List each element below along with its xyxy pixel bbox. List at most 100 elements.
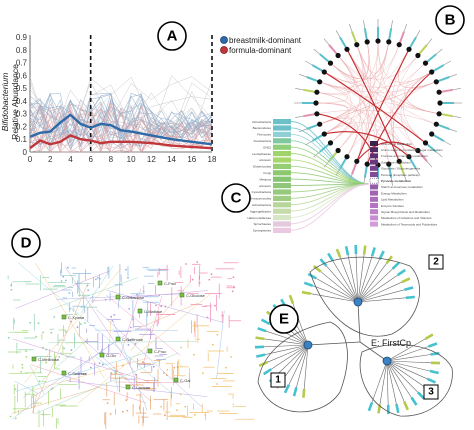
- pathway-edge: [112, 321, 148, 411]
- leaf-label-marker: [405, 295, 415, 300]
- panel-a-tick-labels: 0 0.1 0.2 0.3 0.4 0.5 0.6 0.7 0.8 0.9 0 2 4 6 8 10 12 14 1…: [16, 33, 217, 164]
- metabolite-node: [142, 290, 145, 293]
- metabolite-node: [69, 308, 71, 310]
- metabolite-node: [109, 413, 112, 415]
- x-tick-label: 10: [127, 155, 136, 164]
- panel-d-carbon-source-labels: C-Fruc C-Galactose C-Maltose C-Glucose C-Xyl…: [31, 280, 206, 390]
- taxon-label: Bacteroidetes: [253, 126, 272, 130]
- taxon-label: GN02: [263, 145, 271, 149]
- carbon-source-label: C-Gal: [180, 378, 191, 383]
- leaf-label-marker: [256, 353, 266, 358]
- pathway-bar: [370, 215, 378, 221]
- tree-branch: [310, 293, 359, 303]
- tree-branch: [355, 253, 359, 303]
- leaf-label-marker: [424, 333, 434, 341]
- node-label-stub: [426, 38, 433, 46]
- pathway-edge: [78, 293, 212, 404]
- pathway-edge: [119, 288, 142, 358]
- metabolite-node: [128, 307, 131, 310]
- metabolite-node: [7, 336, 10, 339]
- carbon-source-label: C-Glucose: [186, 293, 206, 298]
- pathway-edge: [106, 294, 181, 356]
- network-node: [422, 140, 429, 146]
- tree-branch: [357, 256, 373, 303]
- tree-branch: [332, 260, 359, 303]
- network-node: [313, 100, 319, 106]
- tree-branch: [386, 354, 431, 362]
- metabolite-node: [45, 361, 48, 364]
- metabolite-node: [221, 314, 224, 317]
- metabolite-node: [98, 362, 101, 365]
- cluster-outline-3: [359, 344, 453, 417]
- y-tick-label: 0: [23, 148, 28, 157]
- tree-branch: [379, 360, 388, 405]
- panel-d-network: [7, 261, 255, 429]
- metabolite-node: [164, 414, 166, 417]
- metabolite-node: [180, 365, 182, 368]
- metabolite-node: [37, 322, 40, 324]
- taxon-bar: [273, 202, 291, 208]
- pathway-label: Glycan Biosynthesis and Metabolism: [381, 210, 431, 214]
- tree-branch: [357, 281, 402, 303]
- metabolite-node: [29, 321, 32, 324]
- tree-branch: [326, 265, 359, 303]
- pathway-bar: [369, 177, 379, 184]
- legend-breastmilk-marker: [220, 36, 228, 44]
- carbon-source-node: [125, 384, 131, 390]
- metabolite-node: [232, 285, 235, 288]
- taxon-bar: [273, 208, 291, 214]
- network-chord: [315, 102, 410, 157]
- network-node: [396, 158, 402, 164]
- metabolite-node: [50, 331, 53, 334]
- carbon-source-label: C-Sucrose: [68, 371, 88, 376]
- tree-branch: [357, 268, 393, 303]
- y-tick-label: 0.8: [16, 46, 28, 55]
- pathway-bar: [370, 153, 378, 159]
- network-node: [436, 89, 442, 95]
- taxon-bar: [273, 119, 291, 125]
- trajectory-line: [29, 95, 213, 148]
- metabolite-node: [111, 320, 114, 322]
- pathway-edge: [90, 290, 208, 302]
- node-label-stub: [435, 48, 443, 55]
- pathway-edge: [137, 302, 199, 329]
- panel-a-vertical-markers: [89, 35, 213, 152]
- taxon-label: unknown: [259, 158, 271, 162]
- network-chord: [346, 49, 437, 125]
- taxon-label: Metazoa: [259, 177, 271, 181]
- metabolite-node: [87, 289, 90, 292]
- metabolite-node: [232, 276, 235, 278]
- carbon-source-node: [61, 314, 67, 320]
- metabolite-node: [127, 339, 130, 342]
- tree-node-marker: [353, 297, 363, 307]
- panel-c-taxa-list: Actinobacteria Bacteroidetes Firmicutes Fus…: [247, 119, 291, 233]
- trajectory-line: [29, 104, 213, 153]
- taxon-bar: [273, 221, 291, 227]
- metabolite-node: [141, 361, 144, 363]
- network-chord: [316, 41, 370, 95]
- tree-branch: [371, 360, 388, 403]
- pathway-edge: [29, 364, 45, 395]
- panel-c-taxa-pathway-map: Actinobacteria Bacteroidetes Firmicutes Fus…: [247, 119, 443, 233]
- cluster-box-1: 1: [270, 372, 286, 388]
- tree-branch: [263, 344, 309, 348]
- tree-branch: [386, 360, 405, 402]
- pathway-bar: [370, 221, 378, 227]
- network-node: [422, 60, 429, 66]
- panel-a-chart: 0 0.1 0.2 0.3 0.4 0.5 0.6 0.7 0.8 0.9 0 2 4 6 8 10 12 14 1…: [0, 33, 302, 164]
- cluster-label-2: 2: [433, 257, 439, 268]
- leaf-label-marker: [404, 286, 414, 292]
- metabolite-node: [166, 369, 169, 371]
- pathway-label: Lipid Metabolism: [381, 198, 404, 202]
- tree-branch: [386, 360, 432, 364]
- metabolite-node: [9, 415, 12, 418]
- taxon-bar: [273, 125, 291, 131]
- tree-branch: [357, 258, 380, 303]
- node-label-stub: [449, 128, 458, 133]
- metabolite-node: [42, 331, 45, 334]
- pathway-edge: [216, 310, 225, 379]
- legend-formula-label: formula-dominant: [229, 46, 292, 55]
- node-label-stub: [415, 168, 421, 176]
- taxon-bar: [273, 131, 291, 137]
